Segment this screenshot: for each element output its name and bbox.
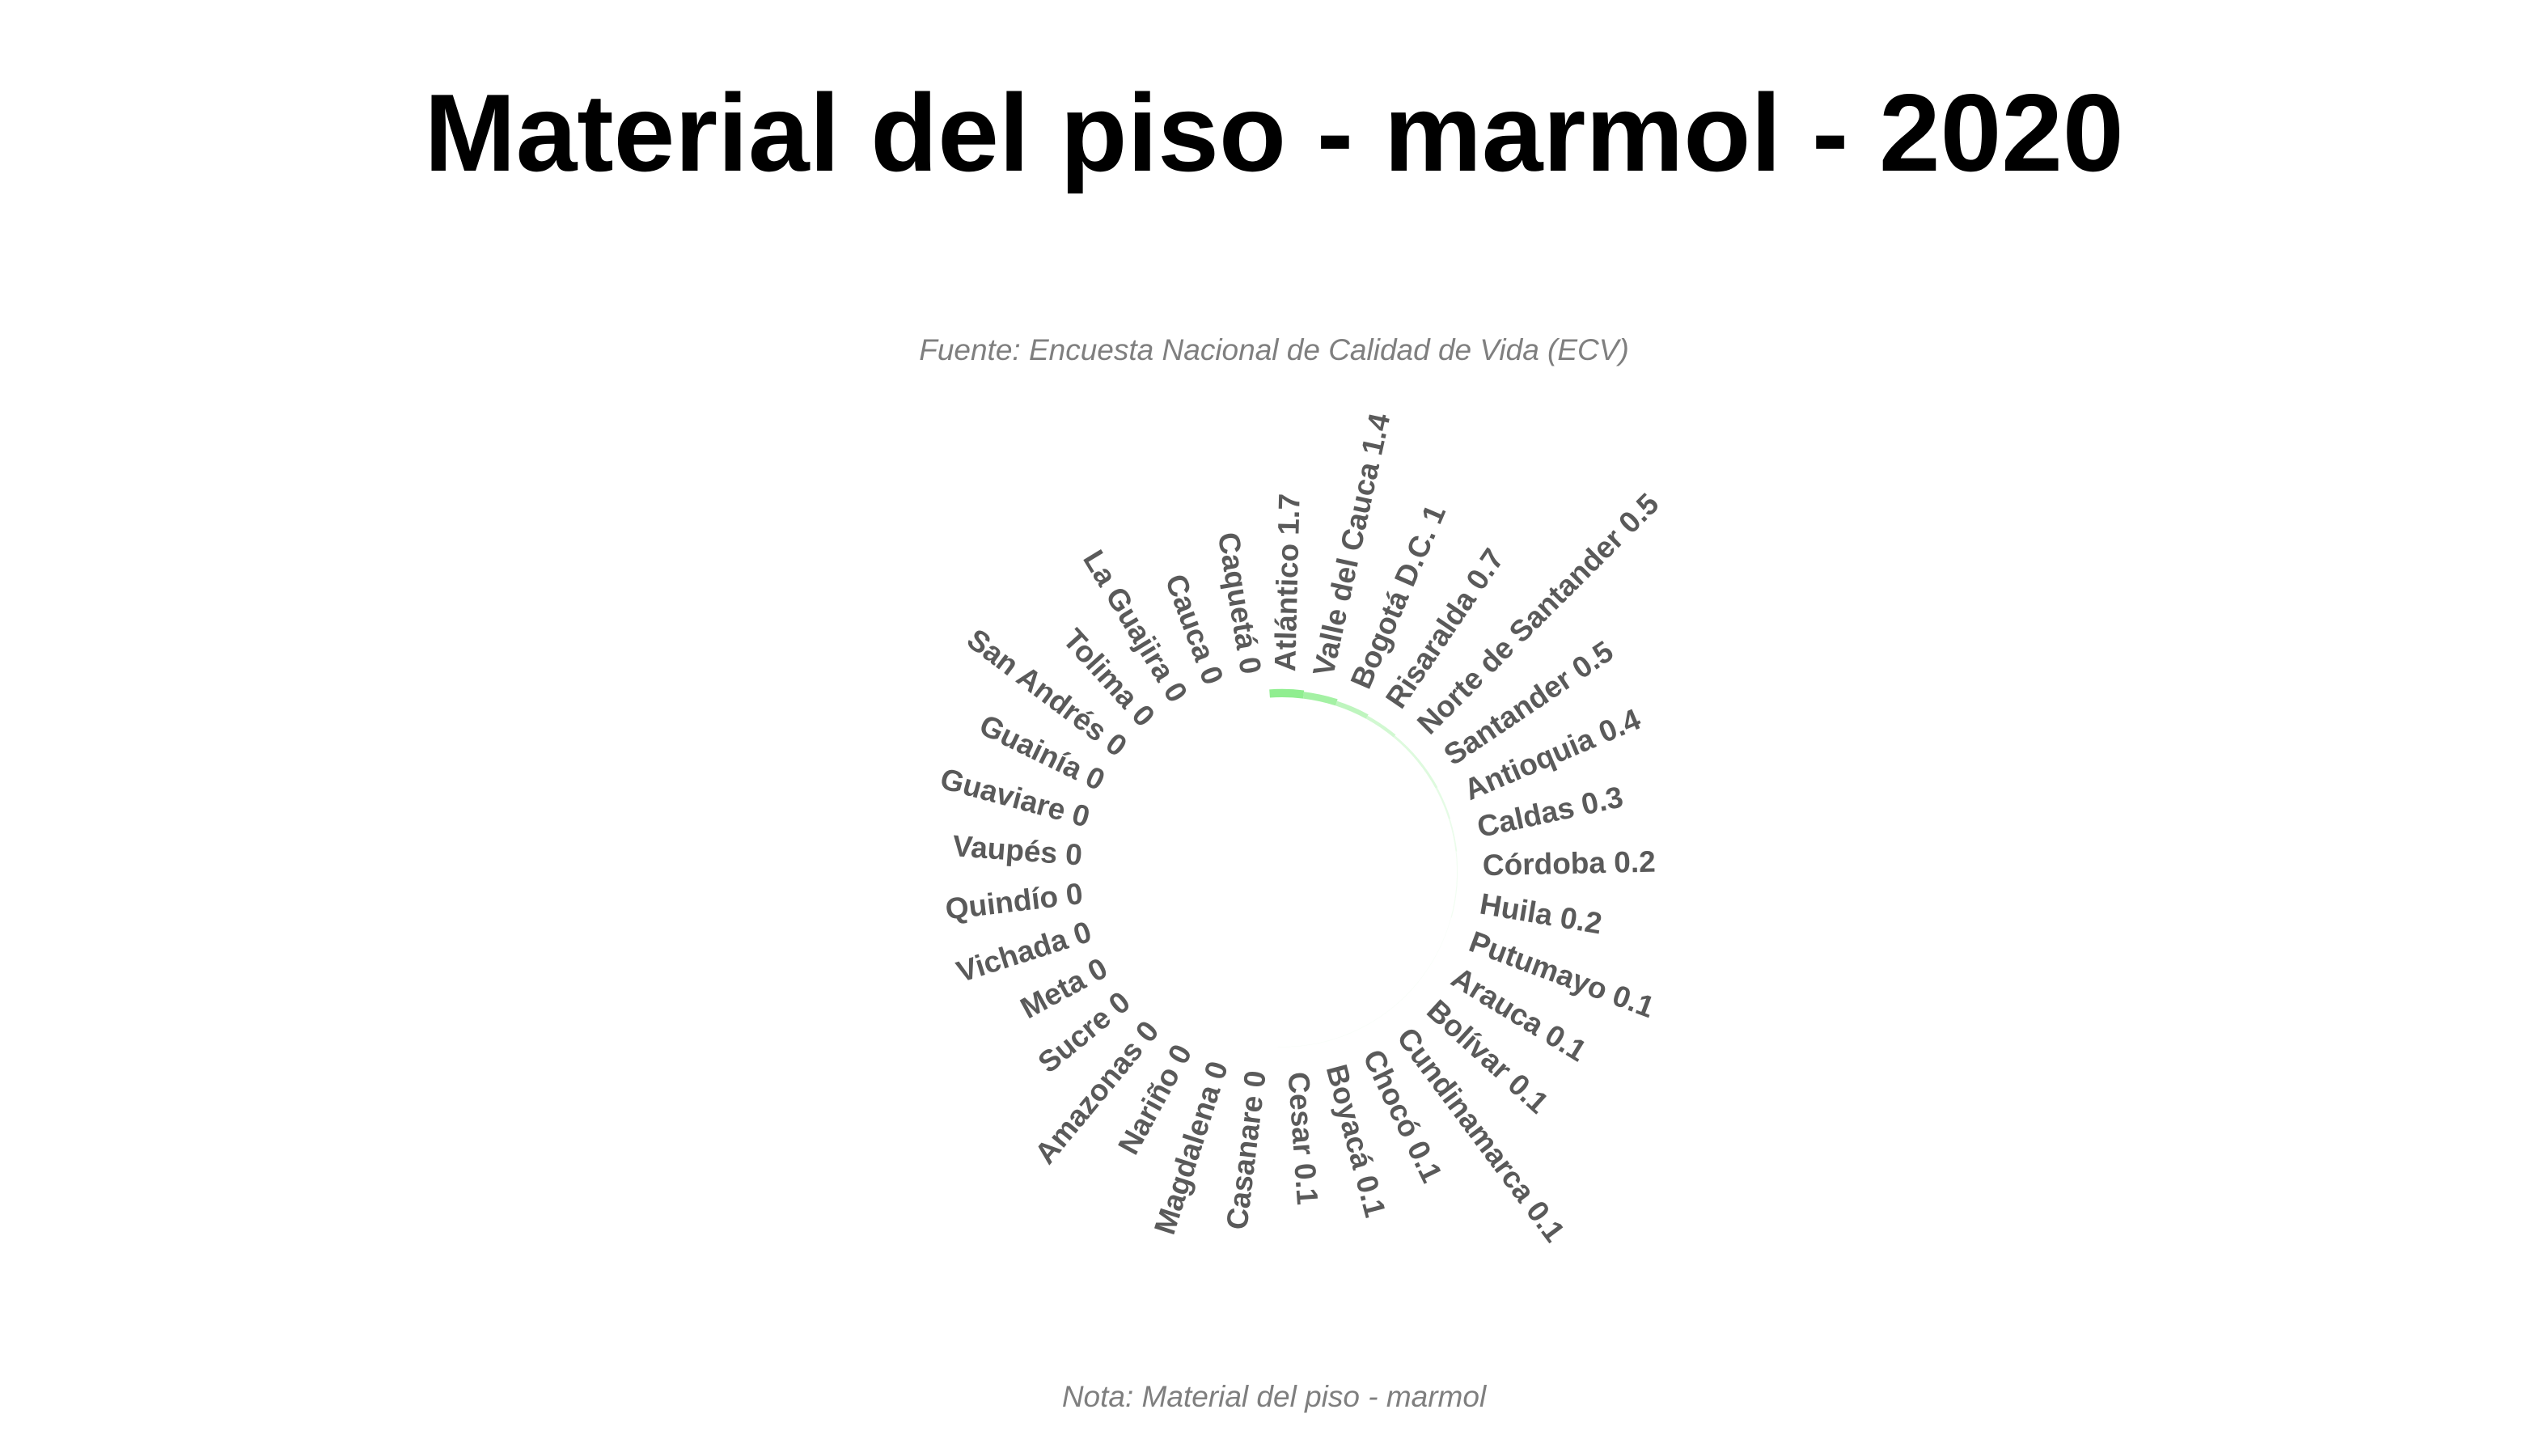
label-c-rdoba: Córdoba 0.2 [1482, 845, 1656, 882]
chart-caption: Nota: Material del piso - marmol [1061, 1380, 1487, 1413]
bar-meta [1120, 940, 1137, 971]
chart-subtitle: Fuente: Encuesta Nacional de Calidad de … [919, 333, 1629, 366]
bar-cauca [1205, 702, 1238, 715]
chart-title: Material del piso - marmol - 2020 [424, 71, 2124, 194]
bar-quind-o [1107, 875, 1111, 909]
bar-cesar [1277, 1044, 1311, 1048]
label-casanare: Casanare 0 [1220, 1069, 1272, 1231]
bar-vaup-s [1107, 842, 1111, 876]
bar-guaviare [1109, 811, 1119, 843]
bar-casanare [1244, 1042, 1278, 1048]
label-cesar: Cesar 0.1 [1282, 1071, 1324, 1206]
bar-arauca [1421, 948, 1440, 978]
bar-santander [1416, 759, 1438, 789]
bar-caldas [1448, 819, 1458, 852]
bar-valle-del-cauca [1302, 692, 1338, 706]
bar-choc- [1343, 1021, 1373, 1037]
bar-nari-o [1183, 1016, 1213, 1033]
bar-vichada [1111, 908, 1122, 941]
bar-caquet- [1237, 697, 1270, 704]
bar-layer [1107, 688, 1458, 1048]
bar-risaralda [1365, 715, 1396, 738]
bar-putumayo [1439, 917, 1452, 949]
bar-tolima [1153, 731, 1178, 755]
bar-sucre [1136, 969, 1159, 996]
bar-bol-var [1399, 976, 1423, 1002]
label-vaup-s: Vaupés 0 [951, 829, 1083, 872]
bar-norte-de-santander [1393, 735, 1420, 761]
bar-bogot-d-c- [1335, 700, 1369, 719]
bar-atl-ntico [1269, 688, 1305, 699]
label-quind-o: Quindío 0 [944, 877, 1085, 926]
bar-amazonas [1158, 995, 1184, 1018]
bar-antioquia [1435, 787, 1451, 819]
bar-c-rdoba [1455, 851, 1458, 885]
bar-guain-a [1118, 781, 1133, 811]
bar-la-guajira [1177, 714, 1206, 732]
label-atl-ntico: Atlántico 1.7 [1268, 493, 1306, 672]
bar-san-andr-s [1132, 754, 1153, 781]
bar-magdalena [1213, 1032, 1245, 1043]
bar-boyac- [1310, 1035, 1344, 1045]
bar-cundinamarca [1373, 1001, 1400, 1022]
bar-huila [1450, 884, 1458, 918]
